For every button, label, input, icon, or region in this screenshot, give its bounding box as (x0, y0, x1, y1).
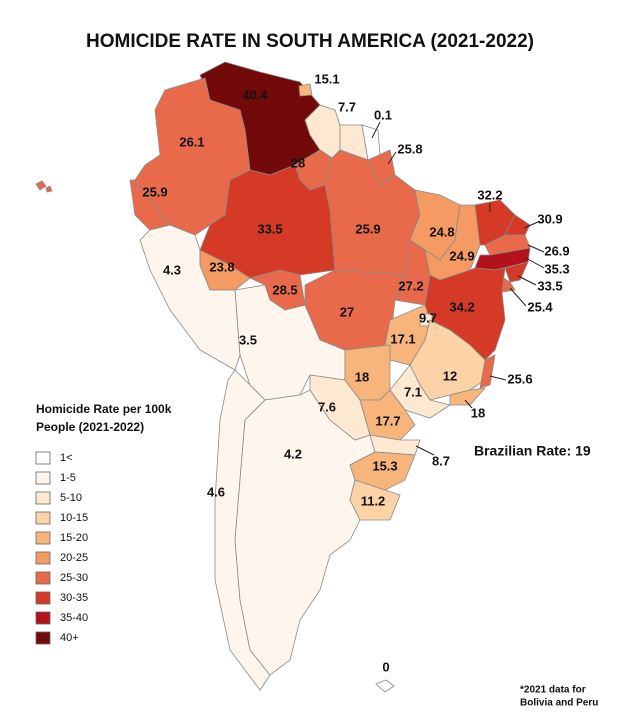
region-label: 24.8 (429, 224, 454, 239)
region-label: 34.2 (449, 299, 474, 314)
region-label: 4.6 (207, 484, 225, 499)
legend-title: People (2021-2022) (36, 420, 144, 434)
region-label: 4.3 (163, 262, 181, 277)
legend-swatch (35, 491, 51, 505)
region-label: 27.2 (398, 278, 423, 293)
region-label: 32.2 (477, 187, 502, 202)
region-label: 11.2 (361, 493, 386, 508)
region-label: 7.7 (338, 99, 356, 114)
region-label: 28 (291, 155, 305, 170)
region-label: 0.1 (374, 107, 392, 122)
leader-line (489, 375, 507, 381)
region (298, 83, 313, 97)
region (375, 679, 395, 693)
brazil-rate: Brazilian Rate: 19 (474, 443, 591, 459)
legend-swatch (35, 551, 51, 565)
region-label: 26.9 (544, 243, 569, 258)
footnote: Bolivia and Peru (520, 698, 598, 709)
region-label: 18 (355, 369, 369, 384)
region-label: 27 (340, 304, 354, 319)
region-label: 24.9 (449, 248, 474, 263)
region-label: 8.7 (432, 453, 450, 468)
region-label: 30.9 (537, 211, 562, 226)
region (369, 434, 421, 456)
regions (35, 61, 531, 693)
legend-label: 1-5 (60, 472, 76, 484)
region-label: 25.9 (142, 184, 167, 199)
footnote: *2021 data for (520, 685, 586, 696)
region-label: 15.3 (372, 458, 397, 473)
leader-line (415, 445, 435, 456)
region-label: 17.1 (390, 331, 415, 346)
legend-swatch (35, 591, 51, 605)
legend-label: 1< (60, 452, 73, 464)
region-label: 23.8 (209, 259, 234, 274)
leader-line (509, 287, 527, 307)
leader-line (525, 257, 545, 269)
region-label: 17.7 (375, 413, 400, 428)
legend-label: 30-35 (60, 592, 88, 604)
legend-swatch (35, 631, 51, 645)
region-label: 28.5 (272, 282, 297, 297)
region-label: 0 (382, 659, 389, 674)
region (504, 261, 529, 283)
legend-label: 15-20 (60, 532, 88, 544)
title: HOMICIDE RATE IN SOUTH AMERICA (2021-202… (86, 31, 534, 52)
legend-label: 35-40 (60, 612, 88, 624)
region-label: 12 (443, 368, 457, 383)
legend-label: 10-15 (60, 512, 88, 524)
leader-line (527, 244, 545, 253)
region-label: 3.5 (239, 332, 257, 347)
leader-line (387, 151, 397, 165)
region-label: 25.6 (507, 371, 532, 386)
region (389, 364, 451, 419)
region-label: 35.3 (544, 261, 569, 276)
region-label: 40.4 (242, 87, 268, 102)
region-label: 25.8 (397, 141, 422, 156)
leader-line (371, 121, 381, 139)
legend-swatch (35, 451, 51, 465)
legend-swatch (35, 571, 51, 585)
region (199, 249, 251, 291)
region (449, 387, 487, 406)
legend-swatch (35, 531, 51, 545)
leader-line (517, 275, 537, 286)
region-label: 26.1 (179, 134, 204, 149)
legend-title: Homicide Rate per 100k (36, 402, 172, 416)
region-label: 33.5 (257, 221, 282, 236)
region-label: 33.5 (537, 278, 562, 293)
region-label: 7.1 (404, 384, 422, 399)
leader-line (523, 221, 539, 229)
legend-swatch (35, 611, 51, 625)
region-label: 9.7 (419, 310, 437, 325)
galapagos (45, 185, 53, 193)
region (349, 451, 416, 491)
region (248, 269, 306, 311)
region-label: 15.1 (314, 71, 339, 86)
legend-label: 20-25 (60, 552, 88, 564)
legend-label: 25-30 (60, 572, 88, 584)
legend-swatch (35, 511, 51, 525)
region-label: 25.9 (355, 221, 380, 236)
region-label: 18 (471, 405, 485, 420)
region-label: 4.2 (284, 446, 302, 461)
legend-label: 5-10 (60, 492, 82, 504)
leader-line (464, 399, 473, 409)
labels: 40.4 15.1 7.7 0.1 26.1 25.9 4.3 3.5 4.6 4.2 7.6 11.… (142, 71, 569, 674)
region-label: 7.6 (318, 399, 336, 414)
legend-label: 40+ (60, 632, 79, 644)
region (479, 354, 496, 389)
legend: 1< 1-5 5-10 10-15 15-20 20-25 25-30 30-35 35-40 4… (35, 451, 88, 645)
galapagos (35, 180, 47, 191)
region-label: 25.4 (527, 299, 553, 314)
legend-swatch (35, 471, 51, 485)
